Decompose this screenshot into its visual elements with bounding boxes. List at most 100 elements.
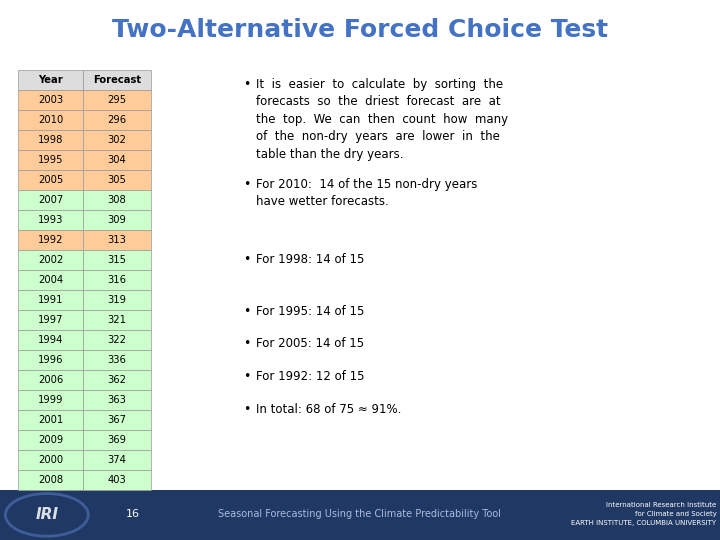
Text: 1999: 1999 [37, 395, 63, 405]
Text: 1996: 1996 [37, 355, 63, 365]
Bar [18, 110, 83, 130]
Bar [83, 230, 151, 250]
Text: 374: 374 [107, 455, 127, 465]
Bar [18, 330, 83, 350]
Bar [18, 250, 83, 270]
Bar [18, 310, 83, 330]
Bar [83, 150, 151, 170]
Text: 2005: 2005 [38, 175, 63, 185]
Bar [83, 470, 151, 490]
Text: 309: 309 [107, 215, 127, 225]
Text: For 2005: 14 of 15: For 2005: 14 of 15 [256, 337, 364, 350]
Bar [83, 410, 151, 430]
Text: 336: 336 [107, 355, 127, 365]
Text: 302: 302 [107, 135, 127, 145]
Bar [18, 390, 83, 410]
Bar [18, 370, 83, 390]
Text: 2010: 2010 [38, 115, 63, 125]
Text: 1993: 1993 [38, 215, 63, 225]
Bar [18, 70, 83, 90]
Text: 308: 308 [107, 195, 127, 205]
Text: 2007: 2007 [38, 195, 63, 205]
Bar [18, 210, 83, 230]
Bar [18, 470, 83, 490]
Bar [83, 70, 151, 90]
Text: 1992: 1992 [37, 235, 63, 245]
Text: 2006: 2006 [38, 375, 63, 385]
Text: Two-Alternative Forced Choice Test: Two-Alternative Forced Choice Test [112, 18, 608, 42]
Text: 2000: 2000 [38, 455, 63, 465]
Text: •: • [243, 403, 251, 416]
Text: 305: 305 [107, 175, 127, 185]
Text: 2008: 2008 [38, 475, 63, 485]
Bar [18, 430, 83, 450]
Text: In total: 68 of 75 ≈ 91%.: In total: 68 of 75 ≈ 91%. [256, 403, 401, 416]
Text: For 1992: 12 of 15: For 1992: 12 of 15 [256, 370, 364, 383]
Bar [18, 130, 83, 150]
Text: 322: 322 [107, 335, 127, 345]
Bar [83, 250, 151, 270]
Text: Forecast: Forecast [93, 75, 141, 85]
Bar [18, 350, 83, 370]
Bar [18, 410, 83, 430]
Bar [83, 370, 151, 390]
Text: •: • [243, 305, 251, 318]
Text: •: • [243, 178, 251, 191]
Bar [83, 430, 151, 450]
Bar [18, 270, 83, 290]
Text: For 1995: 14 of 15: For 1995: 14 of 15 [256, 305, 364, 318]
Text: It  is  easier  to  calculate  by  sorting  the
forecasts  so  the  driest  fore: It is easier to calculate by sorting the… [256, 78, 508, 161]
Bar [18, 230, 83, 250]
Bar [83, 390, 151, 410]
Text: For 2010:  14 of the 15 non-dry years
have wetter forecasts.: For 2010: 14 of the 15 non-dry years hav… [256, 178, 477, 208]
Text: 321: 321 [107, 315, 127, 325]
Text: 1997: 1997 [37, 315, 63, 325]
Text: 1995: 1995 [37, 155, 63, 165]
Bar [83, 130, 151, 150]
Bar [18, 170, 83, 190]
Bar [83, 310, 151, 330]
Text: 296: 296 [107, 115, 127, 125]
Bar [18, 450, 83, 470]
Bar [83, 350, 151, 370]
Text: 1994: 1994 [38, 335, 63, 345]
Text: 403: 403 [107, 475, 127, 485]
Bar [83, 450, 151, 470]
Text: 316: 316 [107, 275, 127, 285]
Text: 362: 362 [107, 375, 127, 385]
Bar [18, 190, 83, 210]
Bar [83, 270, 151, 290]
Bar [83, 190, 151, 210]
Text: 1998: 1998 [38, 135, 63, 145]
Bar [83, 90, 151, 110]
Text: 1991: 1991 [37, 295, 63, 305]
Bar [83, 330, 151, 350]
Text: 313: 313 [107, 235, 127, 245]
Text: •: • [243, 370, 251, 383]
Bar [83, 290, 151, 310]
Bar [18, 90, 83, 110]
Text: 2003: 2003 [38, 95, 63, 105]
Text: For 1998: 14 of 15: For 1998: 14 of 15 [256, 253, 364, 266]
Bar [18, 150, 83, 170]
Text: 367: 367 [107, 415, 127, 425]
Text: Seasonal Forecasting Using the Climate Predictability Tool: Seasonal Forecasting Using the Climate P… [218, 509, 502, 519]
Bar [83, 110, 151, 130]
Text: •: • [243, 78, 251, 91]
Text: 369: 369 [107, 435, 127, 445]
Text: •: • [243, 337, 251, 350]
Text: 295: 295 [107, 95, 127, 105]
Text: IRI: IRI [35, 508, 58, 522]
Text: 319: 319 [107, 295, 127, 305]
Text: 363: 363 [107, 395, 127, 405]
Text: 2001: 2001 [38, 415, 63, 425]
Text: 304: 304 [107, 155, 127, 165]
Text: •: • [243, 253, 251, 266]
Bar [83, 170, 151, 190]
Text: 16: 16 [126, 509, 140, 519]
Text: International Research Institute
for Climate and Society
EARTH INSTITUTE, COLUMB: International Research Institute for Cli… [571, 502, 716, 526]
Bar [18, 290, 83, 310]
Text: 2002: 2002 [38, 255, 63, 265]
Text: 2009: 2009 [38, 435, 63, 445]
Text: Year: Year [38, 75, 63, 85]
